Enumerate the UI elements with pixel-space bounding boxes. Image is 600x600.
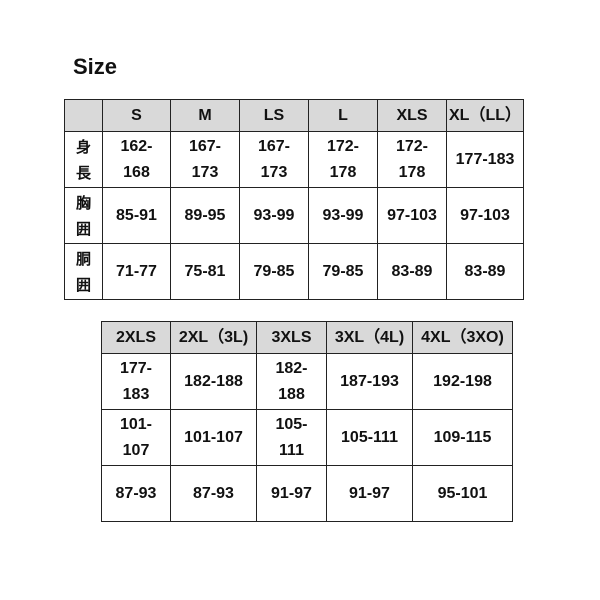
cell: 167- 173	[170, 131, 240, 188]
cell: 101- 107	[101, 409, 171, 466]
cell: 97-103	[446, 187, 524, 244]
cell: 192-198	[412, 353, 513, 410]
header-cell: XL（LL）	[446, 99, 524, 132]
cell: 85-91	[102, 187, 171, 244]
page-title: Size	[73, 54, 118, 79]
cell: 187-193	[326, 353, 413, 410]
row-label: 胸 囲	[64, 187, 103, 244]
table-row-waist: 87-93 87-93 91-97 91-97 95-101	[101, 465, 513, 522]
header-cell: LS	[239, 99, 309, 132]
cell: 93-99	[308, 187, 378, 244]
header-cell: 2XL（3L)	[170, 321, 257, 354]
header-cell: 2XLS	[101, 321, 171, 354]
cell: 105- 111	[256, 409, 327, 466]
cell: 79-85	[239, 243, 309, 300]
cell: 167- 173	[239, 131, 309, 188]
cell: 109-115	[412, 409, 513, 466]
header-cell: S	[102, 99, 171, 132]
cell: 182- 188	[256, 353, 327, 410]
header-row: S M LS L XLS XL（LL）	[64, 99, 524, 132]
cell: 93-99	[239, 187, 309, 244]
cell: 87-93	[101, 465, 171, 522]
header-cell: L	[308, 99, 378, 132]
cell: 172- 178	[377, 131, 447, 188]
cell: 177- 183	[101, 353, 171, 410]
cell: 172- 178	[308, 131, 378, 188]
header-cell: 3XLS	[256, 321, 327, 354]
cell: 83-89	[446, 243, 524, 300]
table-row-height: 177- 183 182-188 182- 188 187-193 192-19…	[101, 353, 513, 410]
cell: 75-81	[170, 243, 240, 300]
cell: 83-89	[377, 243, 447, 300]
size-table-2: 2XLS 2XL（3L) 3XLS 3XL（4L) 4XL（3XO) 177- …	[101, 321, 513, 522]
row-label: 胴 囲	[64, 243, 103, 300]
cell: 89-95	[170, 187, 240, 244]
header-cell: 3XL（4L)	[326, 321, 413, 354]
cell: 177-183	[446, 131, 524, 188]
cell: 71-77	[102, 243, 171, 300]
cell: 105-111	[326, 409, 413, 466]
table-row-chest: 胸 囲 85-91 89-95 93-99 93-99 97-103 97-10…	[64, 187, 524, 244]
header-row: 2XLS 2XL（3L) 3XLS 3XL（4L) 4XL（3XO)	[101, 321, 513, 354]
cell: 95-101	[412, 465, 513, 522]
cell: 87-93	[170, 465, 257, 522]
header-cell: 4XL（3XO)	[412, 321, 513, 354]
row-label: 身 長	[64, 131, 103, 188]
cell: 182-188	[170, 353, 257, 410]
header-cell: XLS	[377, 99, 447, 132]
table-row-waist: 胴 囲 71-77 75-81 79-85 79-85 83-89 83-89	[64, 243, 524, 300]
cell: 162- 168	[102, 131, 171, 188]
cell: 91-97	[256, 465, 327, 522]
table-row-chest: 101- 107 101-107 105- 111 105-111 109-11…	[101, 409, 513, 466]
cell: 97-103	[377, 187, 447, 244]
cell: 91-97	[326, 465, 413, 522]
table-row-height: 身 長 162- 168 167- 173 167- 173 172- 178 …	[64, 131, 524, 188]
cell: 101-107	[170, 409, 257, 466]
header-cell	[64, 99, 103, 132]
size-table-1: S M LS L XLS XL（LL） 身 長 162- 168 167- 17…	[64, 99, 524, 300]
header-cell: M	[170, 99, 240, 132]
cell: 79-85	[308, 243, 378, 300]
